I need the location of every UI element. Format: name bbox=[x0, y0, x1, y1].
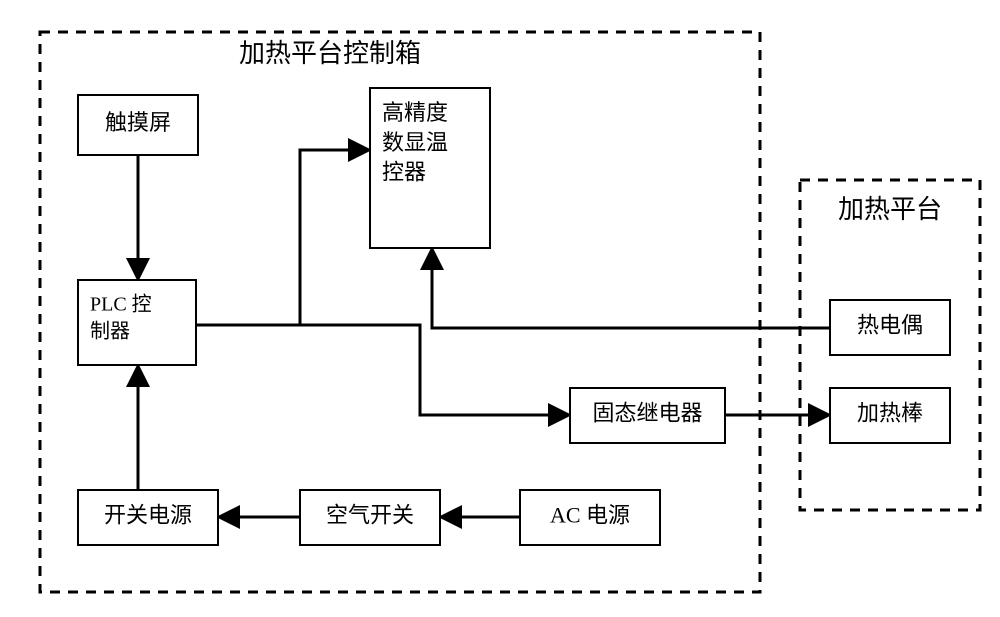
ssr-label: 固态继电器 bbox=[592, 401, 702, 426]
tempctrl-label-line-2: 控器 bbox=[382, 160, 426, 185]
control_box-title: 加热平台控制箱 bbox=[239, 39, 421, 68]
plc-label-line-0: PLC 控 bbox=[90, 293, 152, 316]
edge-plc-to-ssr bbox=[196, 325, 570, 415]
platform_box-title: 加热平台 bbox=[838, 195, 942, 224]
tempctrl-label-line-0: 高精度 bbox=[382, 100, 448, 125]
edge-thermo-to-tempctrl bbox=[432, 248, 830, 328]
diagram-canvas: 触摸屏PLC 控制器高精度数显温控器固态继电器开关电源空气开关AC 电源热电偶加… bbox=[0, 0, 1000, 617]
thermo-label: 热电偶 bbox=[857, 313, 923, 338]
switchps-label: 开关电源 bbox=[104, 503, 192, 528]
acpower-label: AC 电源 bbox=[550, 503, 630, 528]
edge-plc-to-tempctrl bbox=[196, 150, 370, 325]
touch-label: 触摸屏 bbox=[105, 110, 171, 135]
heater-label: 加热棒 bbox=[857, 401, 923, 426]
airswitch-label: 空气开关 bbox=[326, 503, 414, 528]
plc-label-line-1: 制器 bbox=[90, 320, 130, 343]
tempctrl-label-line-1: 数显温 bbox=[382, 130, 448, 155]
